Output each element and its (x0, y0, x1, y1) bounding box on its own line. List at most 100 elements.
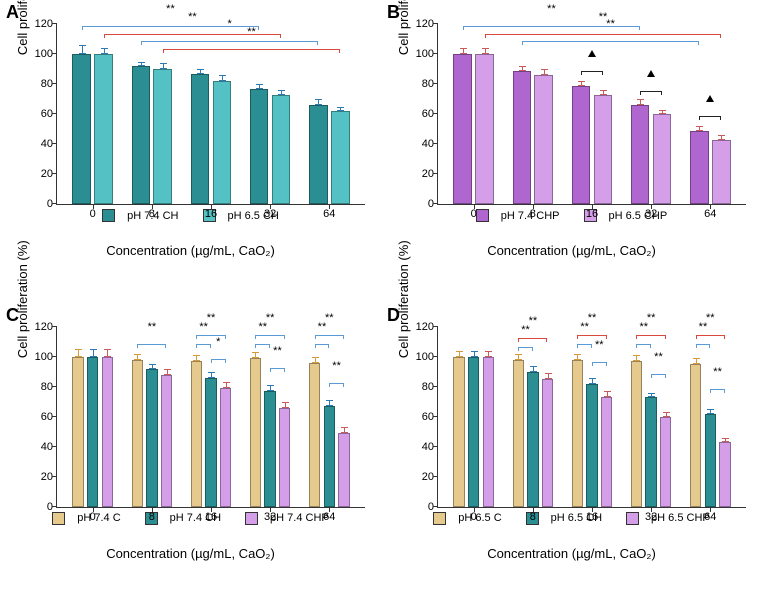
bar (161, 375, 172, 507)
xtick-mark (93, 507, 94, 512)
ytick-label: 20 (404, 471, 434, 483)
sig-bracket (196, 344, 211, 345)
xtick-mark (329, 204, 330, 209)
bar (72, 54, 91, 204)
sig-label: ** (259, 321, 268, 333)
sig-bracket (196, 335, 225, 336)
xtick-label: 8 (149, 511, 155, 523)
bar (453, 357, 464, 507)
bar (475, 54, 494, 204)
legend-item: pH 7.4 CH (96, 209, 184, 222)
legend-swatch (52, 512, 65, 525)
xtick-label: 64 (323, 208, 335, 220)
bar (72, 357, 83, 507)
sig-label: ** (654, 351, 663, 363)
sig-bracket (270, 368, 285, 369)
xtick-mark (152, 507, 153, 512)
ytick-label: 80 (404, 78, 434, 90)
ytick-mark (52, 326, 57, 327)
error-bar (259, 84, 260, 89)
bar (250, 89, 269, 205)
y-axis-label: Cell proliferation (%) (15, 0, 30, 55)
sig-bracket (592, 362, 607, 363)
ytick-label: 80 (404, 381, 434, 393)
bar (468, 357, 479, 507)
error-bar (533, 366, 534, 372)
sig-bracket (315, 335, 344, 336)
ytick-mark (52, 203, 57, 204)
sig-bracket (522, 41, 699, 42)
xtick-mark (651, 507, 652, 512)
bar (191, 361, 202, 507)
bar (264, 391, 275, 507)
bar (205, 378, 216, 507)
sig-bracket (315, 344, 330, 345)
error-bar (107, 349, 108, 357)
ytick-mark (433, 356, 438, 357)
sig-label: ** (580, 321, 589, 333)
xtick-mark (533, 507, 534, 512)
xtick-mark (329, 507, 330, 512)
bar (542, 379, 553, 507)
ytick-mark (433, 386, 438, 387)
ytick-mark (52, 83, 57, 84)
bar (132, 360, 143, 507)
legend-item: pH 6.5 CHP (620, 512, 716, 525)
error-bar (163, 63, 164, 69)
legend-item: pH 6.5 C (427, 512, 507, 525)
error-bar (196, 355, 197, 361)
bar (331, 111, 350, 204)
legend-swatch (245, 512, 258, 525)
xtick-mark (533, 204, 534, 209)
ytick-label: 40 (404, 441, 434, 453)
error-bar (640, 99, 641, 105)
sig-label (647, 68, 655, 80)
y-axis-label: Cell proliferation (%) (396, 0, 411, 55)
bar (513, 360, 524, 507)
xtick-mark (93, 204, 94, 209)
sig-label: ** (332, 360, 341, 372)
legend-label: pH 7.4 C (77, 512, 120, 524)
ytick-mark (433, 476, 438, 477)
legend-label: pH 6.5 C (458, 512, 501, 524)
xtick-label: 8 (149, 208, 155, 220)
error-bar (710, 409, 711, 414)
xtick-label: 32 (264, 208, 276, 220)
ytick-mark (433, 173, 438, 174)
ytick-label: 0 (404, 501, 434, 513)
sig-bracket (211, 359, 226, 360)
sig-bracket (518, 347, 533, 348)
ytick-label: 80 (23, 78, 53, 90)
error-bar (152, 364, 153, 369)
xtick-mark (474, 507, 475, 512)
bar (719, 442, 730, 507)
sig-label: ** (699, 321, 708, 333)
panel-B: B020406080100120Cell proliferation (%)08… (381, 0, 762, 303)
ytick-label: 20 (404, 168, 434, 180)
bar (631, 105, 650, 204)
ytick-mark (433, 416, 438, 417)
error-bar (544, 69, 545, 75)
error-bar (285, 402, 286, 408)
xtick-label: 32 (645, 511, 657, 523)
error-bar (459, 351, 460, 357)
bar (653, 114, 672, 204)
xtick-label: 16 (586, 208, 598, 220)
ytick-mark (52, 446, 57, 447)
xtick-mark (211, 204, 212, 209)
error-bar (315, 357, 316, 363)
sig-bracket (581, 71, 603, 72)
error-bar (721, 135, 722, 140)
error-bar (577, 354, 578, 360)
error-bar (474, 351, 475, 357)
error-bar (592, 378, 593, 384)
error-bar (255, 352, 256, 358)
xtick-label: 0 (471, 511, 477, 523)
sig-bracket (163, 49, 340, 50)
bar (594, 95, 613, 205)
sig-label (706, 93, 714, 105)
ytick-mark (433, 53, 438, 54)
ytick-label: 40 (23, 441, 53, 453)
legend-swatch (476, 209, 489, 222)
sig-bracket (577, 335, 606, 336)
